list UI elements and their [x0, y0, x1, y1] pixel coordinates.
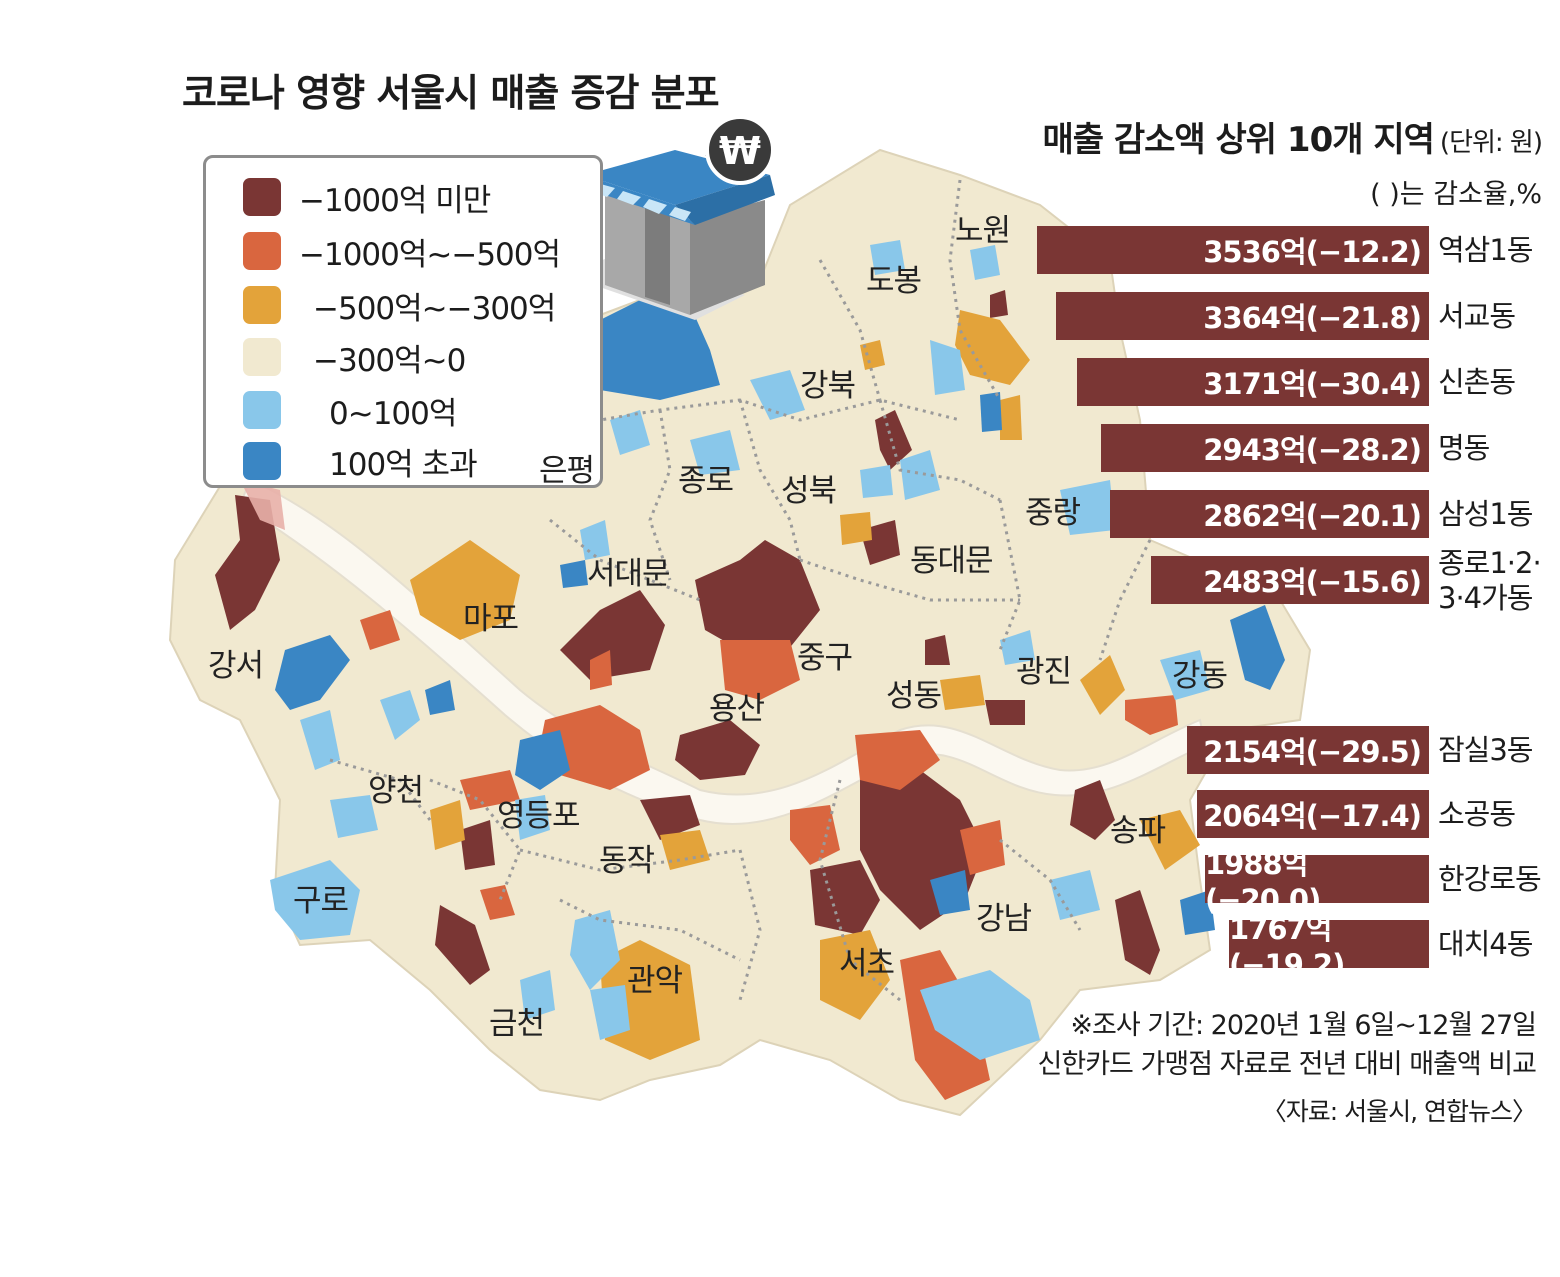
ranking-bar: 2154억(−29.5) — [1187, 726, 1429, 774]
ranking-bar: 3536억(−12.2) — [1037, 226, 1429, 274]
ranking-area: 소공동 — [1438, 797, 1516, 831]
data-basis-note: 신한카드 가맹점 자료로 전년 대비 매출액 비교 — [1037, 1049, 1537, 1080]
survey-period-note: ※조사 기간: 2020년 1월 6일~12월 27일 — [1070, 1010, 1537, 1041]
ranking-area: 잠실3동 — [1438, 733, 1533, 767]
ranking-area: 역삼1동 — [1438, 233, 1533, 267]
ranking-value: 3171억(−30.4) — [1203, 367, 1422, 401]
district-label-yongsan: 용산 — [709, 691, 765, 727]
legend-swatch — [243, 178, 281, 216]
district-label-dongjak: 동작 — [599, 843, 655, 879]
ranking-unit: (단위: 원) — [1439, 128, 1543, 158]
district-label-guro: 구로 — [293, 883, 349, 919]
ranking-value: 1988억(−20.0) — [1205, 847, 1321, 917]
ranking-bar: 1988억(−20.0) — [1205, 847, 1429, 917]
district-label-nowon: 노원 — [955, 213, 1011, 249]
ranking-value: 2943억(−28.2) — [1203, 433, 1422, 467]
ranking-bar: 3171억(−30.4) — [1077, 358, 1429, 406]
river-highlight — [240, 480, 285, 530]
ranking-area: 종로1·2· 3·4가동 — [1438, 546, 1542, 616]
legend-swatch — [243, 338, 281, 376]
legend-swatch — [243, 391, 281, 429]
district-label-gangnam: 강남 — [976, 901, 1032, 937]
legend-label: −1000억 미만 — [299, 182, 491, 219]
district-label-songpa: 송파 — [1110, 813, 1166, 849]
ranking-area: 서교동 — [1438, 299, 1516, 333]
legend-label: 100억 초과 — [329, 446, 478, 483]
district-label-seodaemun: 서대문 — [587, 556, 671, 592]
ranking-title: 매출 감소액 상위 10개 지역 (단위: 원) — [1042, 112, 1543, 161]
ranking-note: ( )는 감소율,% — [1370, 179, 1542, 210]
ranking-bar: 3364억(−21.8) — [1056, 292, 1429, 340]
legend-label: −300억~0 — [313, 342, 466, 379]
district-label-geumcheon: 금천 — [489, 1006, 545, 1042]
district-label-gwangjin: 광진 — [1016, 654, 1072, 690]
ranking-value: 2483억(−15.6) — [1203, 565, 1422, 599]
legend-swatch — [243, 232, 281, 270]
district-label-gwanak: 관악 — [627, 963, 683, 999]
store-icon: ₩ — [565, 115, 775, 320]
ranking-bar: 2943억(−28.2) — [1101, 424, 1429, 472]
ranking-value: 1767억(−19.2) — [1229, 912, 1345, 982]
district-label-jongno: 종로 — [678, 463, 734, 499]
district-boundaries — [329, 179, 1152, 1002]
ranking-bar: 2064억(−17.4) — [1197, 790, 1429, 838]
ranking-area: 대치4동 — [1438, 927, 1533, 961]
district-label-seocho: 서초 — [839, 946, 895, 982]
district-label-jung: 중구 — [797, 640, 853, 676]
ranking-area: 삼성1동 — [1438, 497, 1533, 531]
legend-label: 0~100억 — [329, 395, 457, 432]
page-title: 코로나 영향 서울시 매출 증감 분포 — [182, 71, 720, 115]
district-label-gangdong: 강동 — [1172, 658, 1228, 694]
ranking-value: 3536억(−12.2) — [1203, 235, 1422, 269]
ranking-area: 한강로동 — [1438, 862, 1542, 896]
ranking-area: 신촌동 — [1438, 365, 1516, 399]
district-label-seongdong: 성동 — [886, 678, 942, 714]
ranking-value: 2064억(−17.4) — [1203, 799, 1422, 833]
legend-item: −300억~0 — [243, 336, 466, 379]
won-symbol: ₩ — [719, 129, 761, 173]
district-label-yeongdeungpo: 영등포 — [497, 798, 581, 834]
legend-item: −1000억~−500억 — [243, 230, 561, 273]
district-label-yangcheon: 양천 — [368, 773, 424, 809]
district-label-jungnang: 중랑 — [1025, 495, 1081, 531]
ranking-value: 2154억(−29.5) — [1203, 735, 1422, 769]
source-note: 〈자료: 서울시, 연합뉴스〉 — [1261, 1097, 1537, 1126]
ranking-title-text: 매출 감소액 상위 10개 지역 — [1042, 120, 1434, 160]
district-label-gangbuk: 강북 — [800, 368, 856, 404]
ranking-value: 3364억(−21.8) — [1203, 301, 1422, 335]
ranking-bar: 2862억(−20.1) — [1110, 490, 1429, 538]
legend-item: −500억~−300억 — [243, 284, 556, 327]
legend: −1000억 미만 −1000억~−500억 −500억~−300억 −300억… — [203, 155, 603, 488]
legend-label: −500억~−300억 — [313, 290, 556, 327]
legend-swatch — [243, 442, 281, 480]
district-label-seongbuk: 성북 — [781, 473, 837, 509]
district-label-eunpyeong: 은평 — [539, 453, 595, 489]
ranking-value: 2862억(−20.1) — [1203, 499, 1422, 533]
ranking-area: 명동 — [1438, 431, 1490, 465]
ranking-bar: 2483억(−15.6) — [1151, 556, 1429, 604]
district-label-mapo: 마포 — [463, 601, 519, 637]
legend-label: −1000억~−500억 — [299, 236, 561, 273]
won-badge-icon: ₩ — [705, 115, 775, 185]
ranking-bar: 1767억(−19.2) — [1229, 912, 1429, 982]
legend-swatch — [243, 286, 281, 324]
district-label-gangseo: 강서 — [208, 648, 264, 684]
legend-item: −1000억 미만 — [243, 176, 491, 219]
legend-item: 100억 초과 — [243, 440, 478, 483]
district-label-dongdaemun: 동대문 — [910, 543, 994, 579]
legend-item: 0~100억 — [243, 389, 457, 432]
district-label-dobong: 도봉 — [866, 263, 922, 299]
